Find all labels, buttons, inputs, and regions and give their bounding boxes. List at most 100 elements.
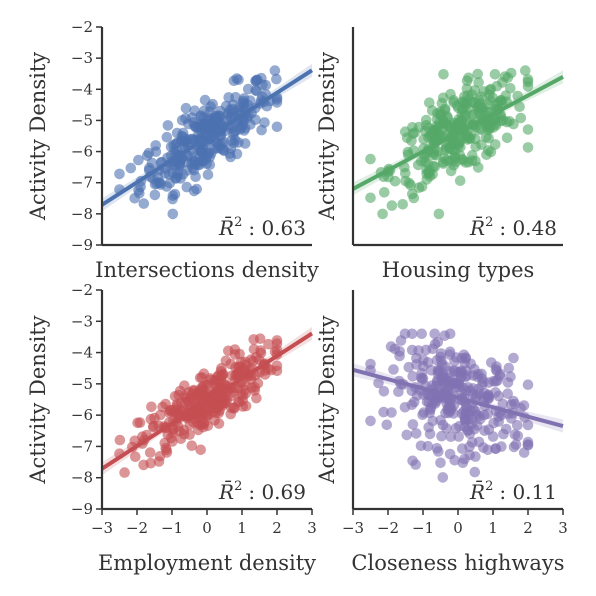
data-point (501, 132, 513, 144)
data-point (164, 177, 176, 189)
data-point (248, 334, 259, 345)
data-point (493, 390, 504, 402)
data-point (445, 431, 457, 443)
data-point (237, 390, 249, 401)
x-tick-label: 1 (488, 519, 498, 537)
data-point (470, 451, 481, 462)
data-point (395, 335, 407, 346)
data-point (462, 103, 474, 114)
data-point (506, 413, 517, 424)
data-point (169, 188, 181, 200)
data-point (161, 131, 173, 143)
data-point (441, 155, 453, 166)
data-point (365, 415, 376, 427)
y-tick-label: −4 (71, 344, 93, 362)
data-point (195, 444, 206, 456)
data-point (271, 121, 283, 133)
data-point (420, 125, 431, 137)
data-point (379, 187, 390, 198)
data-point (476, 373, 488, 384)
data-point (490, 364, 502, 375)
data-point (224, 148, 236, 159)
data-point (522, 124, 534, 135)
x-axis-label: Closeness highways (351, 551, 564, 575)
data-point (377, 208, 388, 220)
data-point (510, 439, 522, 450)
data-point (212, 142, 223, 154)
data-point (514, 101, 525, 112)
r2-value: : 0.69 (248, 480, 306, 504)
x-tick-label: −1 (412, 519, 434, 537)
x-tick-label: 2 (272, 519, 282, 537)
data-point (445, 165, 457, 177)
x-tick-label: 2 (523, 519, 533, 537)
r2-value: : 0.48 (499, 216, 557, 240)
data-point (489, 115, 500, 126)
data-point (167, 208, 179, 220)
data-point (459, 357, 471, 369)
x-tick-label: −3 (91, 519, 113, 537)
data-point (133, 154, 144, 166)
data-point (162, 120, 174, 131)
data-point (500, 423, 512, 435)
data-point (481, 149, 492, 160)
data-point (433, 208, 445, 220)
data-point (431, 395, 442, 407)
data-point (438, 92, 449, 104)
x-tick-label: −2 (377, 519, 399, 537)
data-point (438, 69, 449, 80)
r2-symbol: R̄ (218, 479, 234, 504)
data-point (138, 198, 150, 209)
data-point (509, 429, 521, 440)
data-point (473, 77, 484, 88)
x-tick-label: −3 (342, 519, 364, 537)
data-point (458, 406, 470, 417)
x-tick-label: 0 (202, 519, 212, 537)
data-point (489, 69, 501, 80)
data-point (490, 139, 501, 150)
r2-symbol: R̄ (469, 215, 485, 240)
data-point (508, 395, 519, 407)
data-point (206, 112, 217, 124)
y-tick-label: −2 (71, 281, 93, 299)
y-tick-label: −5 (71, 111, 93, 129)
data-point (448, 374, 459, 386)
data-point (263, 338, 274, 350)
r2-annotation: R̄2: 0.11 (469, 479, 557, 504)
data-point (413, 182, 425, 193)
data-point (383, 171, 394, 183)
data-point (508, 352, 519, 364)
data-point (233, 137, 244, 148)
r2-annotation: R̄2: 0.48 (469, 215, 557, 240)
data-point (388, 364, 399, 375)
data-point (454, 175, 466, 186)
data-point (459, 453, 470, 465)
data-point (237, 97, 249, 108)
data-point (232, 105, 244, 116)
data-point (416, 155, 427, 167)
data-point (119, 467, 130, 478)
data-point (444, 328, 456, 340)
data-point (381, 419, 393, 431)
data-point (378, 406, 389, 418)
data-point (407, 128, 419, 139)
data-point (365, 192, 376, 204)
data-point (437, 472, 449, 483)
data-point (386, 407, 397, 418)
data-point (150, 140, 161, 151)
scatter-points (365, 65, 534, 220)
data-point (433, 121, 444, 133)
data-point (385, 341, 397, 352)
data-point (470, 141, 482, 152)
r2-symbol: R̄ (218, 215, 234, 240)
r2-annotation: R̄2: 0.69 (218, 479, 306, 504)
data-point (394, 346, 406, 357)
y-tick-label: −7 (71, 174, 93, 192)
r2-value: : 0.63 (248, 216, 306, 240)
data-point (497, 398, 509, 410)
data-point (186, 440, 198, 452)
data-point (437, 419, 449, 431)
data-point (466, 155, 478, 166)
data-point (502, 388, 513, 400)
